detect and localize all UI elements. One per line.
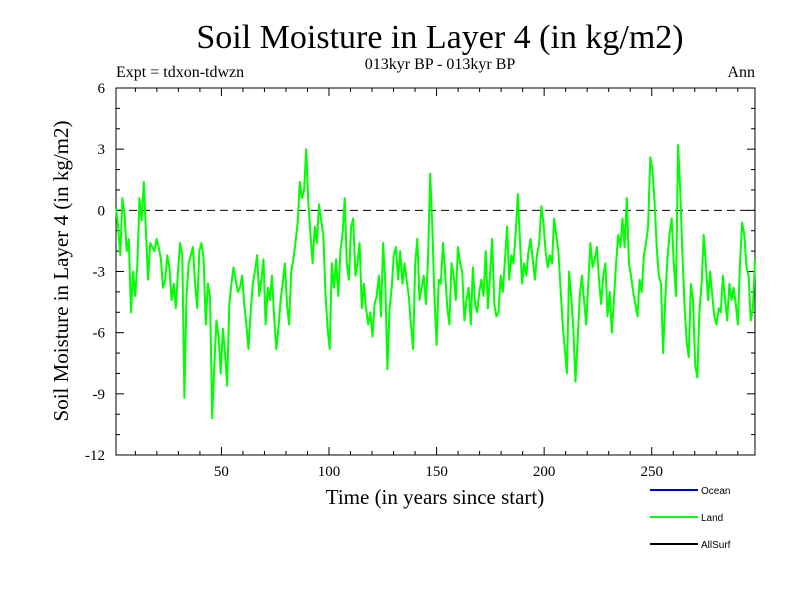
chart-subtitle: 013kyr BP - 013kyr BP bbox=[365, 56, 516, 73]
x-tick-label: 50 bbox=[214, 464, 229, 480]
legend-label-allsurf: AllSurf bbox=[701, 540, 731, 551]
y-axis-label: Soil Moisture in Layer 4 (in kg/m2) bbox=[49, 121, 73, 422]
y-tick-label: -6 bbox=[93, 326, 106, 342]
series-line-land bbox=[115, 144, 756, 420]
x-tick-label: 200 bbox=[533, 464, 556, 480]
chart-title: Soil Moisture in Layer 4 (in kg/m2) bbox=[196, 19, 683, 56]
x-axis-label: Time (in years since start) bbox=[326, 485, 545, 509]
y-tick-label: 0 bbox=[98, 203, 106, 219]
x-tick-label: 150 bbox=[425, 464, 448, 480]
legend: Ocean Land AllSurf bbox=[650, 486, 731, 551]
series-lines bbox=[115, 144, 756, 420]
x-tick-label: 100 bbox=[318, 464, 341, 480]
x-axis: 50 100 150 200 250 bbox=[134, 88, 739, 480]
y-axis: 6 3 0 -3 -6 -9 -12 bbox=[85, 81, 755, 464]
period-label: Ann bbox=[727, 64, 755, 81]
y-tick-label: -9 bbox=[93, 387, 106, 403]
legend-label-land: Land bbox=[701, 513, 723, 524]
y-tick-label: 6 bbox=[98, 81, 106, 97]
y-tick-label: -3 bbox=[93, 265, 106, 281]
y-tick-label: -12 bbox=[85, 448, 105, 464]
x-tick-label: 250 bbox=[640, 464, 663, 480]
legend-label-ocean: Ocean bbox=[701, 486, 730, 497]
y-tick-label: 3 bbox=[98, 142, 106, 158]
expt-label: Expt = tdxon-tdwzn bbox=[116, 64, 244, 81]
